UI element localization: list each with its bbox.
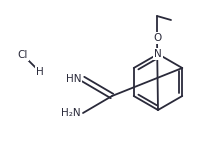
Text: Cl: Cl [18, 50, 28, 60]
Text: H: H [36, 67, 44, 77]
Text: O: O [153, 33, 161, 43]
Text: N: N [154, 49, 162, 59]
Text: H₂N: H₂N [61, 108, 81, 118]
Text: HN: HN [65, 74, 81, 84]
